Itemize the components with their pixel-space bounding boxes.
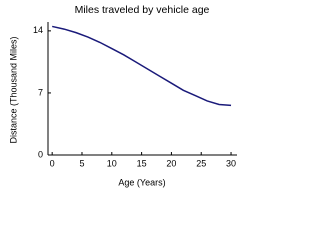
x-axis-label: Age (Years) [118, 177, 165, 187]
x-tick-label: 20 [166, 158, 176, 168]
y-tick-label: 0 [38, 149, 43, 159]
x-tick-label: 5 [79, 158, 84, 168]
y-axis-label: Distance (Thousand Miles) [8, 36, 18, 143]
chart: Miles traveled by vehicle age Age (Years… [8, 4, 237, 187]
y-tick-label: 14 [33, 25, 43, 35]
line [52, 25, 232, 107]
chart-title: Miles traveled by vehicle age [75, 4, 210, 16]
x-tick-label: 30 [226, 158, 236, 168]
x-tick-label: 10 [107, 158, 117, 168]
x-tick-label: 15 [137, 158, 147, 168]
y-tick-label: 7 [38, 87, 43, 97]
x-tick-label: 0 [50, 158, 55, 168]
x-tick-label: 25 [196, 158, 206, 168]
